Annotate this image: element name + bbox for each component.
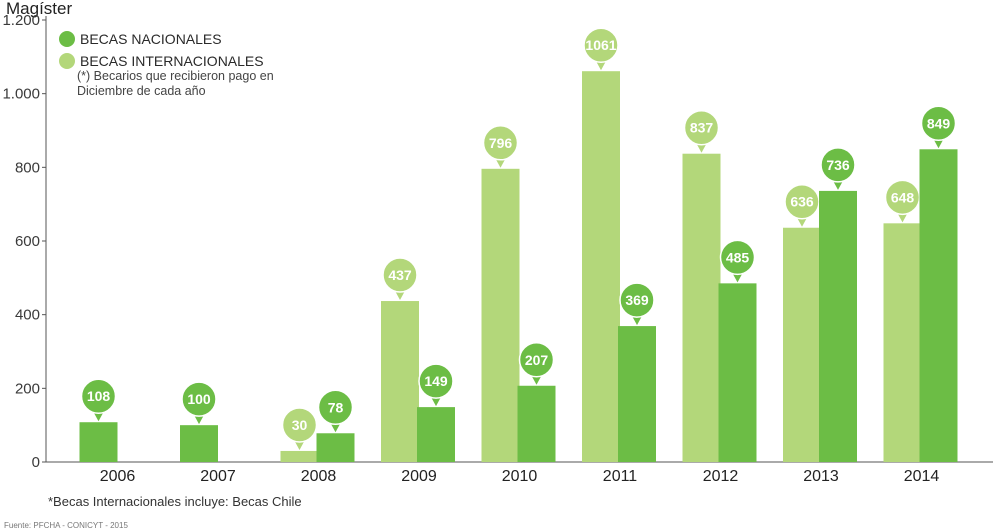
bubble-circle [820, 147, 856, 183]
data-label: 736 [826, 157, 850, 173]
y-tick-label: 800 [15, 159, 40, 176]
bubble-circle [181, 381, 217, 417]
legend: BECAS NACIONALES BECAS INTERNACIONALES(*)… [59, 31, 274, 98]
bubble-circle [518, 342, 555, 378]
bar-internacionales-2014 [883, 223, 922, 462]
bubble-circle [281, 407, 318, 443]
data-label: 78 [328, 399, 344, 415]
legend-note: (*) Becarios que recibieron pago en [77, 69, 274, 83]
legend-note: Diciembre de cada año [77, 84, 206, 98]
bubble-nacionales-2006: 108 [80, 378, 117, 422]
bubble-circle [482, 125, 519, 161]
y-tick-label: 200 [15, 380, 40, 397]
bubble-internacionales-2013: 636 [784, 183, 820, 227]
bar-nacionales-2011 [618, 326, 656, 462]
bars: 108 100 30 78 437 149 796 207 1061 369 837 485 636 73… [79, 27, 958, 462]
data-label: 636 [790, 194, 814, 210]
bubble-nacionales-2010: 207 [518, 342, 555, 385]
bubble-nacionales-2011: 369 [619, 282, 655, 326]
bubble-circle [418, 363, 454, 399]
bar-internacionales-2012 [682, 153, 721, 462]
data-label: 369 [625, 292, 649, 308]
bubble-circle [583, 27, 619, 63]
bubble-circle [683, 109, 720, 146]
bubble-nacionales-2009: 149 [418, 363, 454, 407]
bubble-internacionales-2011: 1061 [583, 27, 619, 71]
data-label: 1061 [585, 37, 616, 53]
data-label: 837 [690, 120, 714, 136]
data-label: 207 [525, 352, 549, 368]
bar-internacionales-2010 [481, 168, 520, 462]
legend-label-internacionales: BECAS INTERNACIONALES [80, 53, 264, 69]
bubble-circle [317, 389, 354, 426]
x-tick-label: 2014 [904, 468, 940, 485]
bubble-nacionales-2012: 485 [719, 239, 756, 283]
bar-internacionales-2008 [280, 450, 319, 462]
data-label: 437 [388, 267, 412, 283]
bubble-nacionales-2013: 736 [820, 147, 856, 190]
bar-nacionales-2008 [316, 433, 355, 462]
source-note: Fuente: PFCHA - CONICYT - 2015 [4, 521, 128, 530]
data-label: 849 [927, 115, 951, 131]
x-tick-label: 2011 [603, 468, 638, 485]
y-tick-label: 0 [32, 454, 40, 471]
x-tick-label: 2007 [200, 468, 236, 485]
bar-nacionales-2007 [180, 425, 218, 462]
bar-internacionales-2013 [783, 227, 821, 462]
legend-swatch-internacionales [59, 53, 75, 69]
bubble-internacionales-2012: 837 [683, 109, 720, 153]
legend-swatch-nacionales [59, 31, 75, 47]
y-tick-label: 400 [15, 307, 40, 324]
data-label: 30 [292, 417, 308, 433]
bubble-circle [920, 105, 957, 142]
bubble-internacionales-2008: 30 [281, 407, 318, 450]
data-label: 149 [424, 373, 448, 389]
x-tick-label: 2009 [401, 468, 437, 485]
bubble-nacionales-2007: 100 [181, 381, 217, 425]
bar-nacionales-2013 [819, 190, 857, 462]
bubble-circle [382, 257, 418, 293]
bubble-internacionales-2014: 648 [884, 179, 921, 223]
y-tick-label: 600 [15, 233, 40, 250]
bubble-nacionales-2008: 78 [317, 389, 354, 433]
bubble-circle [619, 282, 655, 318]
bar-internacionales-2009 [381, 301, 419, 462]
y-tick-label: 1.200 [2, 12, 40, 29]
bubble-circle [719, 239, 756, 276]
bubble-internacionales-2009: 437 [382, 257, 418, 301]
x-tick-label: 2006 [100, 468, 136, 485]
bar-internacionales-2011 [582, 71, 620, 462]
legend-label-nacionales: BECAS NACIONALES [80, 31, 222, 47]
bubble-nacionales-2014: 849 [920, 105, 957, 149]
bar-nacionales-2006 [79, 422, 118, 462]
footnote: *Becas Internacionales incluye: Becas Ch… [48, 494, 302, 509]
data-label: 648 [891, 189, 915, 205]
bar-nacionales-2012 [718, 283, 757, 462]
x-tick-label: 2008 [301, 468, 337, 485]
x-tick-label: 2010 [502, 468, 538, 485]
data-label: 796 [489, 135, 513, 151]
bar-nacionales-2010 [517, 385, 556, 462]
bubble-circle [80, 378, 117, 414]
bar-nacionales-2009 [417, 407, 455, 462]
data-label: 485 [726, 249, 750, 265]
data-label: 100 [187, 391, 211, 407]
bubble-internacionales-2010: 796 [482, 125, 519, 168]
data-label: 108 [87, 388, 111, 404]
chart-title: Magíster [6, 0, 72, 18]
bar-nacionales-2014 [919, 149, 958, 462]
x-tick-label: 2013 [803, 468, 839, 485]
y-tick-label: 1.000 [2, 86, 40, 103]
x-tick-label: 2012 [703, 468, 739, 485]
axes: Magíster 0 200 400 600 800 1.000 1.200 2006 2007 2… [2, 0, 993, 485]
